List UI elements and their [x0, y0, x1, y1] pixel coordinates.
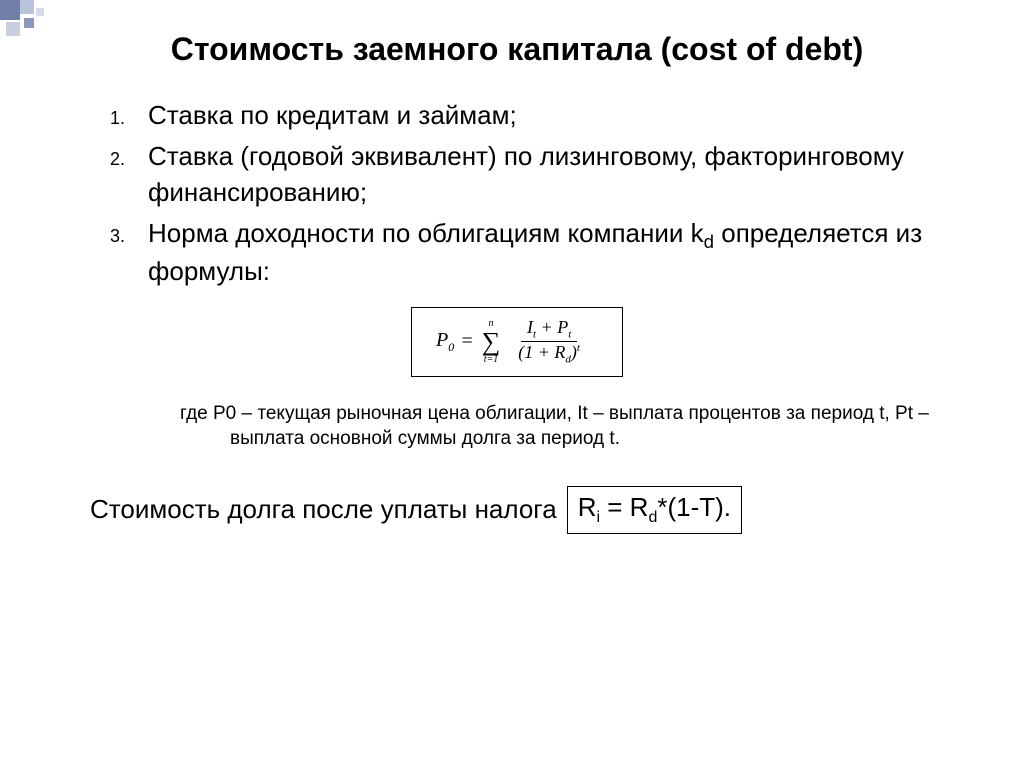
sigma-lower: t=1: [484, 355, 499, 365]
where-explanation: где P0 – текущая рыночная цена облигации…: [130, 401, 944, 452]
num-P: P: [557, 317, 568, 337]
num-P-sub: t: [568, 329, 571, 341]
formula-box: P0 = n ∑ t=1 It + Pt (1 + Rd)t: [411, 307, 623, 376]
list-item-1: Ставка по кредитам и займам;: [130, 98, 944, 133]
sigma-symbol: ∑: [482, 329, 501, 355]
at-eq: = R: [600, 492, 648, 522]
numbered-list: Ставка по кредитам и займам; Ставка (год…: [130, 98, 944, 289]
den-exp: t: [577, 342, 580, 354]
at-R: R: [578, 492, 597, 522]
after-tax-row: Стоимость долга после уплаты налога Ri =…: [90, 486, 964, 534]
fraction-numerator: It + Pt: [521, 318, 577, 342]
list-item-3-sub: d: [704, 231, 714, 252]
after-tax-label: Стоимость долга после уплаты налога: [90, 493, 557, 527]
corner-decoration: [0, 0, 80, 50]
den-a: (1 + R: [518, 342, 565, 362]
after-tax-formula-box: Ri = Rd*(1-T).: [567, 486, 742, 534]
list-item-1-text: Ставка по кредитам и займам;: [148, 100, 517, 130]
formula-lhs-sub: 0: [448, 340, 454, 354]
formula-equals: =: [460, 330, 474, 353]
formula-lhs: P0: [436, 329, 454, 355]
slide-title: Стоимость заемного капитала (cost of deb…: [70, 30, 964, 68]
slide-content: Стоимость заемного капитала (cost of deb…: [0, 0, 1024, 574]
list-item-3-text-a: Норма доходности по облигациям компании …: [148, 218, 704, 248]
fraction-denominator: (1 + Rd)t: [512, 342, 586, 366]
list-item-2: Ставка (годовой эквивалент) по лизингово…: [130, 139, 944, 209]
formula-container: P0 = n ∑ t=1 It + Pt (1 + Rd)t: [70, 307, 964, 376]
fraction: It + Pt (1 + Rd)t: [512, 318, 586, 365]
formula-lhs-var: P: [436, 329, 448, 351]
at-tail: *(1-T).: [657, 492, 731, 522]
list-item-2-text: Ставка (годовой эквивалент) по лизингово…: [148, 141, 904, 206]
sigma-block: n ∑ t=1: [482, 319, 501, 365]
list-item-3: Норма доходности по облигациям компании …: [130, 216, 944, 290]
num-plus: +: [536, 317, 557, 337]
